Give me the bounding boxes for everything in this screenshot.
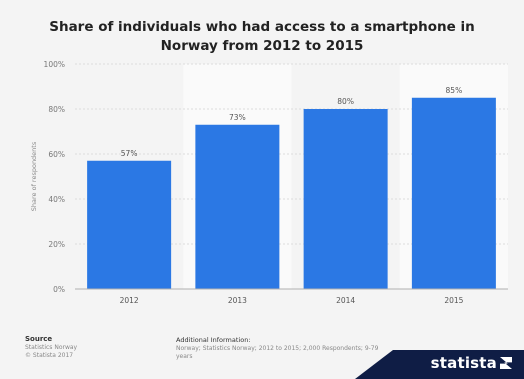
- logo-text: statista: [430, 354, 497, 372]
- y-tick-label: 80%: [48, 105, 65, 114]
- additional-info-text: Norway; Statistics Norway; 2012 to 2015;…: [176, 345, 379, 360]
- x-tick-label: 2015: [444, 296, 463, 305]
- statista-logo-icon: [500, 357, 512, 369]
- chart-title: Share of individuals who had access to a…: [49, 19, 475, 54]
- x-tick-label: 2014: [336, 296, 355, 305]
- bar: [87, 160, 172, 289]
- y-axis-title: Share of respondents: [30, 141, 38, 211]
- data-label: 85%: [446, 86, 463, 95]
- copyright-line: © Statista 2017: [25, 352, 74, 359]
- bar: [195, 124, 280, 289]
- source-heading: Source: [25, 335, 53, 343]
- bar: [303, 109, 388, 289]
- data-label: 73%: [229, 113, 246, 122]
- data-label: 57%: [121, 149, 138, 158]
- data-label: 80%: [337, 97, 354, 106]
- statista-logo[interactable]: statista: [431, 354, 512, 372]
- y-tick-label: 20%: [48, 240, 65, 249]
- source-line: Statistics Norway: [25, 344, 78, 351]
- additional-info-heading: Additional Information:: [176, 336, 251, 344]
- x-tick-label: 2013: [228, 296, 247, 305]
- bar: [411, 97, 496, 289]
- y-tick-label: 40%: [48, 195, 65, 204]
- y-tick-label: 0%: [53, 285, 65, 294]
- y-tick-label: 100%: [44, 60, 65, 69]
- y-tick-label: 60%: [48, 150, 65, 159]
- x-tick-label: 2012: [120, 296, 139, 305]
